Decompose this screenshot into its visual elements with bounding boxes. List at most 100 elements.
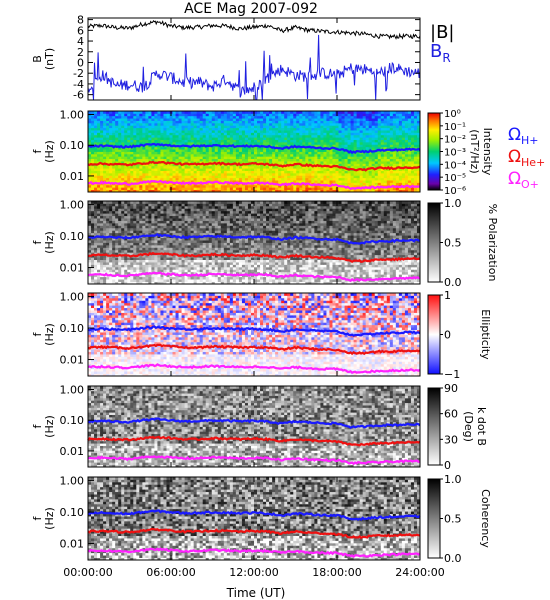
heatmap-cell bbox=[148, 130, 152, 133]
heatmap-cell bbox=[226, 259, 231, 263]
heatmap-cell bbox=[136, 115, 140, 119]
heatmap-cell bbox=[368, 120, 373, 124]
heatmap-cell bbox=[235, 134, 240, 138]
heatmap-cell bbox=[145, 177, 149, 181]
heatmap-cell bbox=[305, 144, 309, 148]
heatmap-cell bbox=[353, 139, 358, 143]
heatmap-cell bbox=[97, 153, 101, 157]
heatmap-cell bbox=[323, 141, 327, 145]
heatmap-cell bbox=[154, 262, 158, 265]
heatmap-cell bbox=[284, 170, 288, 174]
heatmap-cell bbox=[124, 170, 128, 174]
heatmap-cell bbox=[160, 259, 164, 263]
heatmap-cell bbox=[254, 182, 258, 186]
heatmap-cell bbox=[202, 149, 207, 152]
heatmap-cell bbox=[238, 175, 243, 179]
heatmap-cell bbox=[365, 132, 370, 136]
heatmap-cell bbox=[347, 130, 351, 133]
heatmap-cell bbox=[338, 156, 342, 160]
heatmap-cell bbox=[371, 153, 376, 157]
heatmap-cell bbox=[413, 187, 418, 191]
heatmap-cell bbox=[338, 180, 342, 183]
heatmap-cell bbox=[97, 111, 101, 114]
heatmap-cell bbox=[205, 151, 210, 155]
heatmap-cell bbox=[241, 264, 246, 268]
heatmap-cell bbox=[407, 161, 412, 164]
heatmap-cell bbox=[166, 266, 170, 270]
heatmap-cell bbox=[97, 168, 101, 171]
heatmap-cell bbox=[395, 271, 400, 275]
heatmap-cell bbox=[344, 132, 348, 136]
heatmap-cell bbox=[100, 279, 104, 282]
heatmap-cell bbox=[290, 134, 294, 138]
heatmap-cell bbox=[190, 161, 195, 164]
heatmap-cell bbox=[94, 130, 98, 133]
heatmap-cell bbox=[266, 161, 270, 164]
heatmap-cell bbox=[244, 257, 249, 260]
heatmap-cell bbox=[172, 132, 176, 136]
heatmap-cell bbox=[401, 146, 406, 150]
heatmap-cell bbox=[190, 130, 195, 133]
heatmap-cell bbox=[238, 281, 243, 285]
heatmap-cell bbox=[323, 111, 327, 114]
heatmap-cell bbox=[163, 172, 167, 176]
heatmap-cell bbox=[383, 161, 388, 164]
heatmap-cell bbox=[172, 259, 176, 263]
heatmap-cell bbox=[410, 149, 415, 152]
heatmap-cell bbox=[401, 269, 406, 273]
heatmap-cell bbox=[238, 269, 243, 273]
heatmap-cell bbox=[178, 262, 182, 265]
heatmap-cell bbox=[407, 269, 412, 273]
heatmap-cell bbox=[220, 184, 225, 188]
heatmap-cell bbox=[386, 151, 391, 155]
heatmap-cell bbox=[241, 111, 246, 114]
heatmap-cell bbox=[214, 122, 219, 126]
heatmap-cell bbox=[91, 175, 95, 179]
heatmap-cell bbox=[103, 187, 107, 191]
colorbar-tick-label: 10⁻¹ bbox=[444, 122, 466, 133]
heatmap-cell bbox=[410, 259, 415, 263]
heatmap-cell bbox=[260, 130, 264, 133]
heatmap-cell bbox=[269, 177, 273, 181]
heatmap-cell bbox=[311, 156, 315, 160]
heatmap-cell bbox=[353, 144, 358, 148]
heatmap-cell bbox=[97, 122, 101, 126]
heatmap-cell bbox=[269, 262, 273, 265]
heatmap-cell bbox=[344, 151, 348, 155]
heatmap-cell bbox=[269, 125, 273, 129]
heatmap-cell bbox=[275, 149, 279, 152]
heatmap-cell bbox=[311, 141, 315, 145]
heatmap-cell bbox=[178, 184, 182, 188]
heatmap-cell bbox=[314, 262, 318, 265]
heatmap-cell bbox=[371, 172, 376, 176]
y-tick-label: 4 bbox=[77, 35, 84, 48]
heatmap-cell bbox=[347, 274, 351, 278]
heatmap-cell bbox=[299, 180, 303, 183]
heatmap-cell bbox=[118, 175, 122, 179]
heatmap-cell bbox=[404, 139, 409, 143]
heatmap-cell bbox=[389, 161, 394, 164]
heatmap-cell bbox=[154, 134, 158, 138]
heatmap-cell bbox=[365, 141, 370, 145]
heatmap-cell bbox=[332, 271, 336, 275]
heatmap-cell bbox=[344, 125, 348, 129]
heatmap-cell bbox=[323, 139, 327, 143]
heatmap-cell bbox=[362, 153, 367, 157]
heatmap-cell bbox=[305, 279, 309, 282]
heatmap-cell bbox=[332, 137, 336, 140]
heatmap-cell bbox=[211, 141, 216, 145]
heatmap-cell bbox=[244, 118, 249, 121]
heatmap-cell bbox=[229, 134, 234, 138]
heatmap-cell bbox=[383, 158, 388, 162]
heatmap-cell bbox=[299, 279, 303, 282]
heatmap-cell bbox=[281, 137, 285, 140]
heatmap-cell bbox=[377, 134, 382, 138]
heatmap-cell bbox=[160, 279, 164, 282]
heatmap-cell bbox=[401, 130, 406, 133]
heatmap-cell bbox=[293, 151, 297, 155]
heatmap-cell bbox=[124, 125, 128, 129]
heatmap-cell bbox=[359, 122, 364, 126]
heatmap-cell bbox=[269, 170, 273, 174]
heatmap-cell bbox=[181, 153, 185, 157]
heatmap-cell bbox=[118, 115, 122, 119]
